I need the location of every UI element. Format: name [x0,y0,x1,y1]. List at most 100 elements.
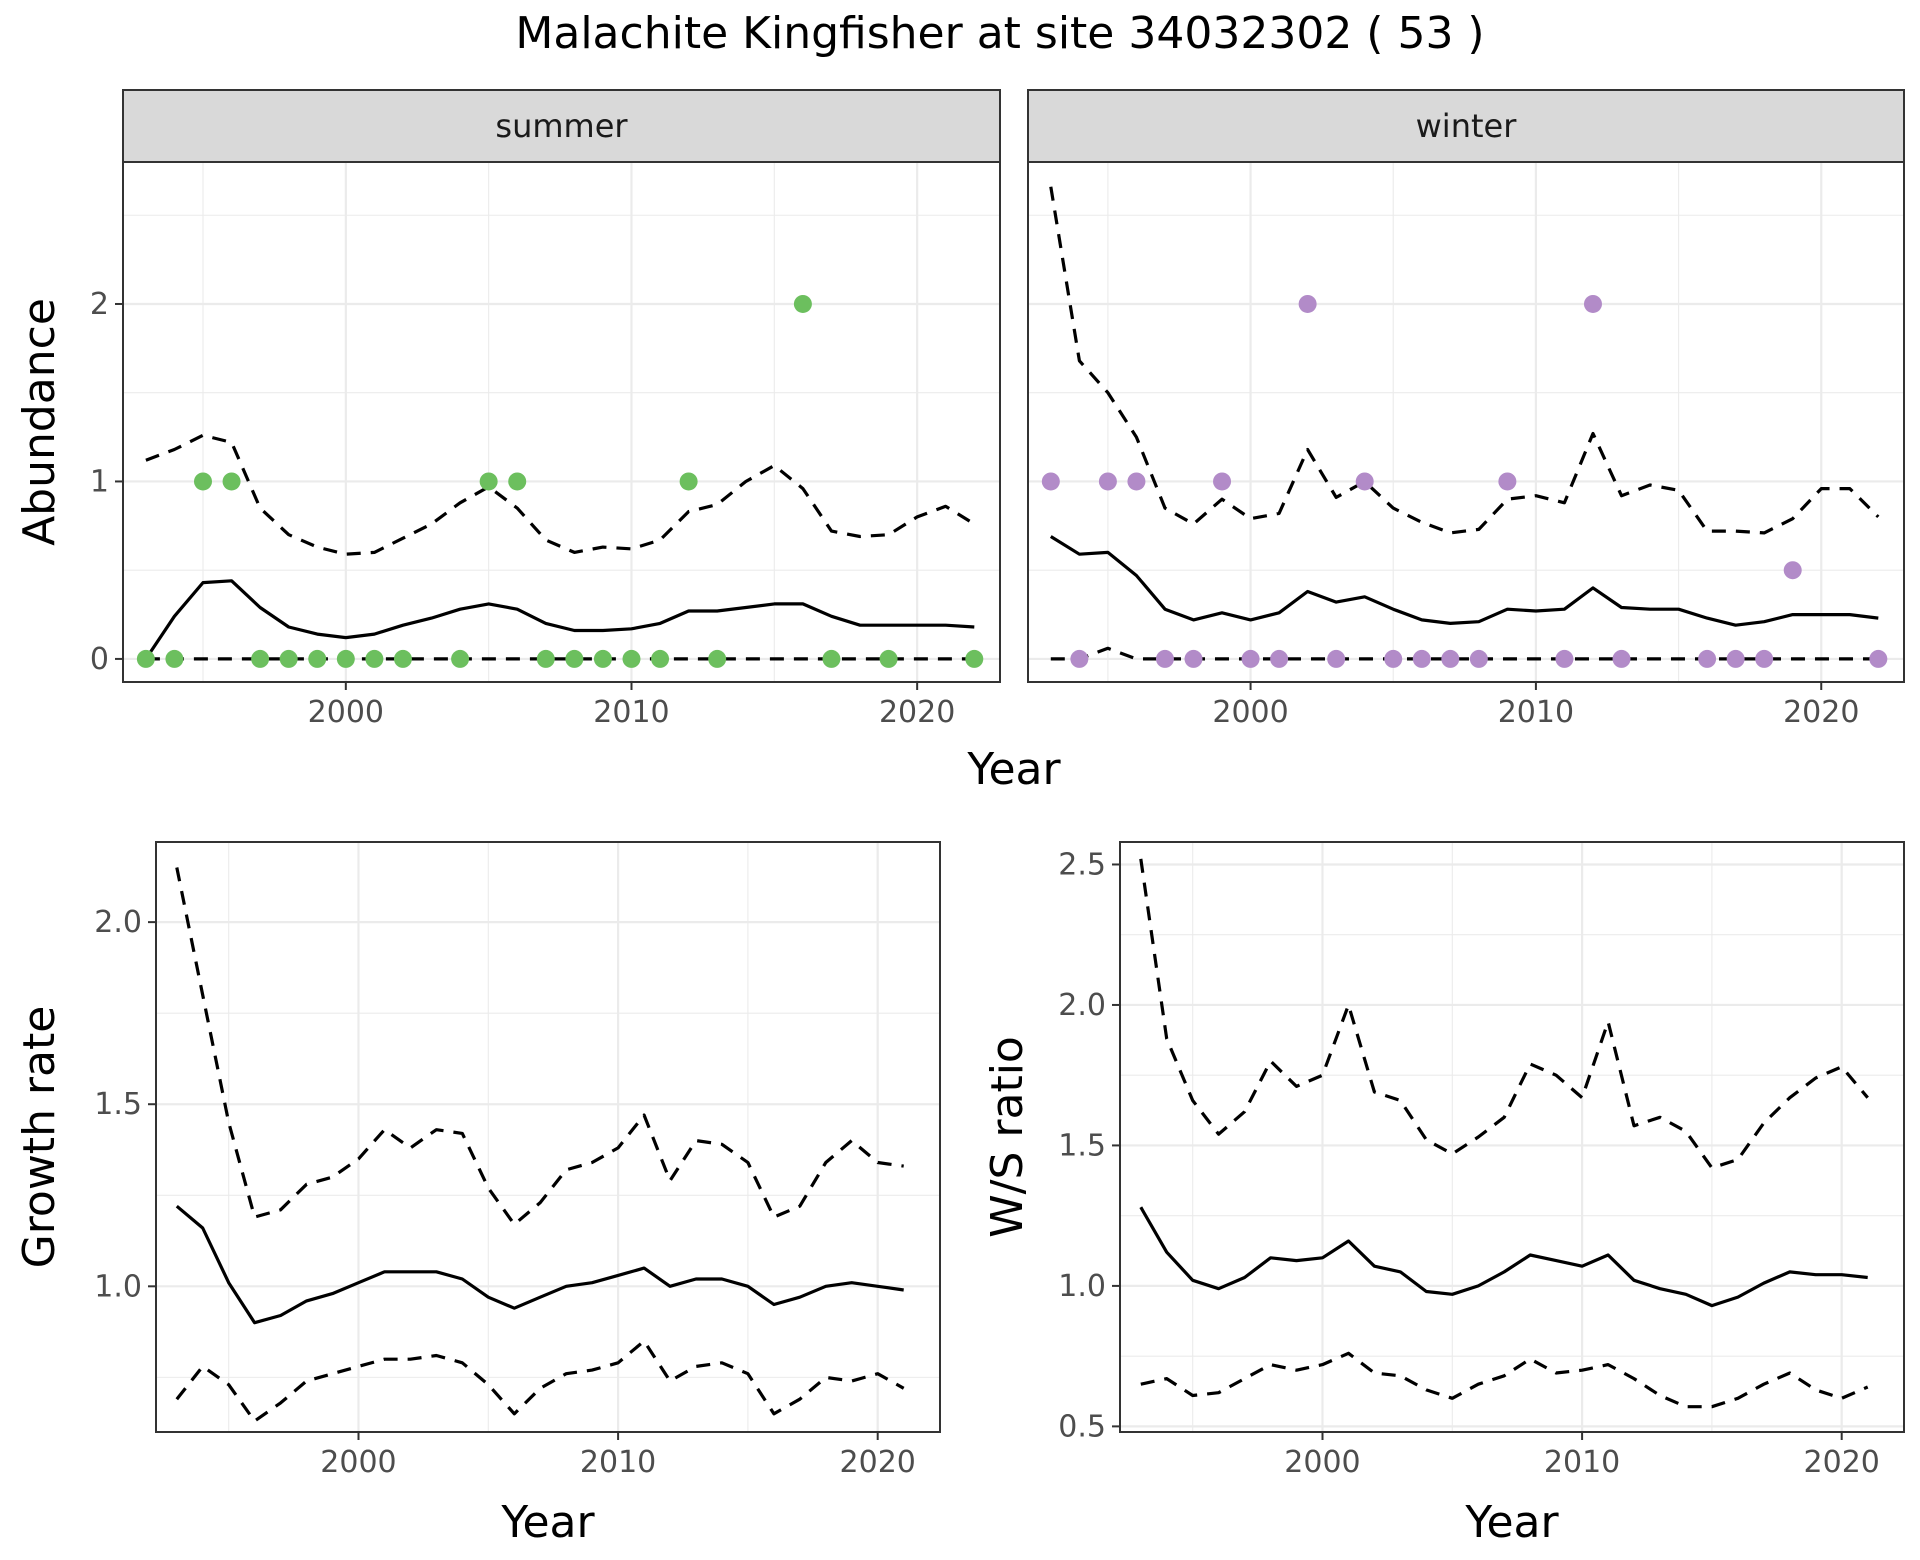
panel-border-summer [122,161,1001,683]
grid-winter [1028,162,1904,682]
panel-border-winter [1027,161,1905,683]
strip-label-summer: summer [495,107,628,145]
data-point [393,649,412,668]
x-ticks-growth: 2000 2010 2020 [320,1432,916,1480]
grid-growth [156,842,940,1432]
y-ticks-abundance: 0 1 2 [90,287,123,677]
data-point [308,649,327,668]
series-line-dashed [1049,186,1880,535]
y-tick-label: 2.5 [1058,847,1106,882]
data-point [451,649,470,668]
panel-border-growth [155,841,941,1433]
x-tick-label: 2010 [1544,1445,1620,1480]
data-point [508,472,527,491]
x-tick-label: 2010 [593,695,669,730]
x-axis-title-ws: Year [1464,1497,1559,1548]
data-point [1612,649,1631,668]
data-point [679,472,698,491]
y-tick-label: 1.5 [94,1087,142,1122]
data-point [365,649,384,668]
strip-label-winter: winter [1416,107,1518,145]
x-tick-label: 2020 [840,1445,916,1480]
x-ticks-winter: 2000 2010 2020 [1212,682,1859,730]
x-tick-label: 2000 [1212,695,1288,730]
data-point [279,649,298,668]
data-point [1498,472,1517,491]
y-tick-label: 1.0 [94,1269,142,1304]
data-point [536,649,555,668]
data-point [1583,294,1602,313]
y-ticks-ws: 0.5 1.0 1.5 2.0 2.5 [1058,847,1120,1444]
data-point [136,649,155,668]
y-axis-title-growth: Growth rate [14,1006,65,1269]
data-point [622,649,641,668]
data-point [1726,649,1745,668]
data-point [1783,561,1802,580]
data-point [822,649,841,668]
x-tick-label: 2010 [1498,695,1574,730]
y-tick-label: 0.5 [1058,1409,1106,1444]
data-point [1698,649,1717,668]
series-line-solid [175,1204,904,1325]
series-line-dashed [175,1339,905,1423]
y-axis-title-abundance: Abundance [14,298,65,546]
growth-rate-panel: 2000 2010 2020 1.0 1.5 2.0 Year Growth rate [14,841,941,1548]
data-point [1441,649,1460,668]
data-point [1355,472,1374,491]
data-point [1869,649,1888,668]
series-line-dashed [1139,858,1869,1170]
x-ticks-summer: 2000 2010 2020 [308,682,955,730]
plot-area-growth [156,842,940,1432]
lines-summer [144,433,976,661]
y-axis-title-ws: W/S ratio [982,1036,1033,1238]
lines-growth [175,867,905,1423]
series-line-dashed [175,867,904,1227]
y-tick-label: 1.5 [1058,1128,1106,1163]
x-tick-label: 2000 [1284,1445,1360,1480]
data-point [565,649,584,668]
grid-ws [1120,842,1904,1432]
data-point [193,472,212,491]
data-point [879,649,898,668]
data-point [793,294,812,313]
data-point [1755,649,1774,668]
ws-ratio-panel: 2000 2010 2020 0.5 1.0 1.5 2.0 2.5 Year W/S ra… [982,841,1905,1548]
data-point [593,649,612,668]
y-tick-label: 2.0 [1058,988,1106,1023]
data-point [1555,649,1574,668]
data-point [251,649,270,668]
data-point [1384,649,1403,668]
y-tick-label: 1.0 [1058,1269,1106,1304]
data-point [1155,649,1174,668]
series-line-dashed [1050,646,1879,661]
lines-winter [1049,186,1880,661]
points-summer [136,294,984,668]
panel-border-ws [1119,841,1905,1433]
data-point [708,649,727,668]
data-point [1098,472,1117,491]
data-point [1041,472,1060,491]
x-tick-label: 2020 [1783,695,1859,730]
data-point [222,472,241,491]
series-line-solid [1049,535,1879,627]
data-point [651,649,670,668]
abundance-panel-summer: summer 2000 2010 2020 [122,89,1001,730]
data-point [1184,649,1203,668]
plot-area-summer [123,162,1000,682]
x-tick-label: 2000 [320,1445,396,1480]
data-point [1298,294,1317,313]
series-line-solid [144,579,975,660]
data-point [1127,472,1146,491]
strip-summer [122,89,1001,163]
x-axis-title-growth: Year [500,1497,595,1548]
data-point [165,649,184,668]
data-point [1241,649,1260,668]
x-axis-title-abundance: Year [966,744,1061,795]
x-ticks-ws: 2000 2010 2020 [1284,1432,1880,1480]
series-line-dashed [1140,1351,1869,1409]
points-winter [1041,294,1888,668]
abundance-panel-winter: winter 2000 2010 2020 [1027,89,1905,730]
data-point [1070,649,1089,668]
data-point [1270,649,1289,668]
